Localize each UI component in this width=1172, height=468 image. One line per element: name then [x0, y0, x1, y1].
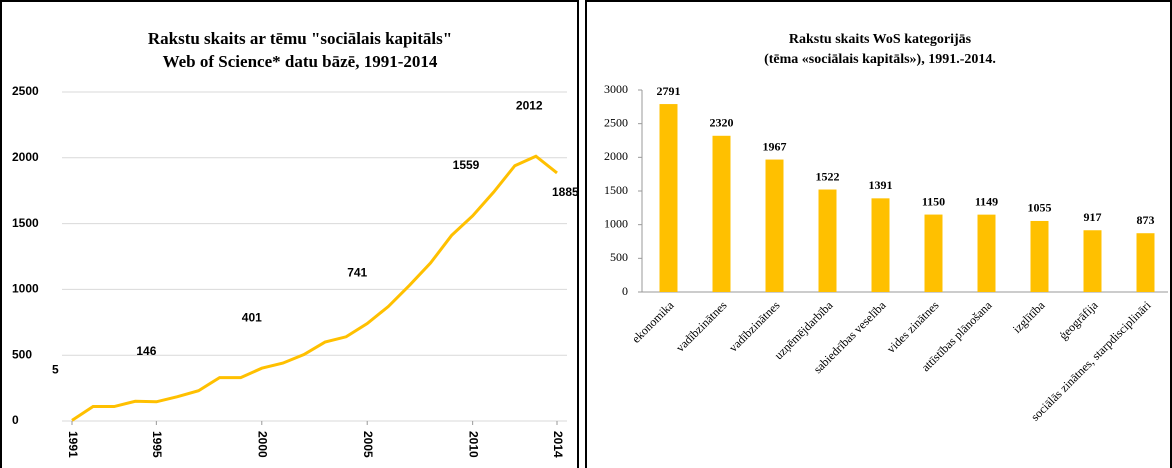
y-tick-label: 0	[622, 284, 628, 298]
data-label: 1150	[922, 194, 945, 208]
x-tick-label: 2000	[256, 431, 270, 458]
x-tick-label: 1991	[66, 431, 80, 458]
data-label: 1391	[869, 178, 893, 192]
bar	[977, 214, 996, 292]
bar	[659, 104, 678, 293]
left-panel	[0, 0, 579, 468]
y-tick-label: 500	[610, 250, 628, 264]
x-tick-label: 2010	[466, 431, 480, 458]
x-tick-label: 1995	[150, 431, 164, 458]
x-tick-label: ekonomika	[629, 298, 677, 346]
y-tick-label: 2500	[12, 84, 39, 98]
data-label: 741	[347, 266, 367, 280]
right-panel	[585, 0, 1172, 468]
x-tick-label: vides zinātnes	[884, 298, 942, 356]
y-tick-label: 3000	[604, 82, 628, 96]
chart-title: Rakstu skaits ar tēmu "sociālais kapitāl…	[148, 29, 452, 48]
bar	[1136, 233, 1155, 292]
x-tick-label: 2014	[551, 431, 565, 458]
data-label: 5	[52, 363, 59, 377]
data-label: 1559	[453, 158, 480, 172]
bar	[924, 214, 943, 292]
y-tick-label: 2000	[604, 149, 628, 163]
y-tick-label: 500	[12, 347, 32, 361]
chart-title: Rakstu skaits WoS kategorijās	[789, 32, 972, 47]
y-tick-label: 1000	[12, 282, 39, 296]
data-label: 1885	[552, 185, 579, 199]
x-tick-label: 2005	[361, 431, 375, 458]
data-label: 917	[1084, 210, 1102, 224]
y-tick-label: 2000	[12, 150, 39, 164]
bar	[1030, 220, 1049, 292]
bar	[871, 198, 890, 292]
data-label: 2012	[516, 98, 543, 112]
data-label: 2791	[657, 84, 681, 98]
y-tick-label: 0	[12, 413, 19, 427]
data-label: 401	[242, 310, 262, 324]
y-tick-label: 1500	[604, 183, 628, 197]
bar	[1083, 230, 1102, 292]
x-tick-label: vadībzinātnes	[673, 298, 730, 355]
line	[71, 154, 558, 422]
chart-subtitle: Web of Science* datu bāzē, 1991-2014	[163, 52, 438, 71]
data-label: 1149	[975, 194, 998, 208]
bar	[765, 159, 784, 292]
x-tick-label: izglītība	[1010, 298, 1048, 336]
chart-subtitle: (tēma «sociālais kapitāls»), 1991.-2014.	[764, 52, 996, 67]
data-label: 1967	[763, 139, 787, 153]
bar	[818, 189, 837, 292]
bar	[712, 135, 731, 292]
data-label: 2320	[710, 116, 734, 130]
y-tick-label: 1000	[604, 216, 628, 230]
data-label: 146	[136, 344, 156, 358]
data-label: 1522	[816, 169, 840, 183]
x-tick-label: vadībzinātnes	[726, 298, 783, 355]
data-label: 873	[1137, 213, 1155, 227]
y-tick-label: 1500	[12, 216, 39, 230]
x-tick-label: ģeogrāfija	[1056, 298, 1101, 343]
data-label: 1055	[1028, 201, 1052, 215]
y-tick-label: 2500	[604, 115, 628, 129]
